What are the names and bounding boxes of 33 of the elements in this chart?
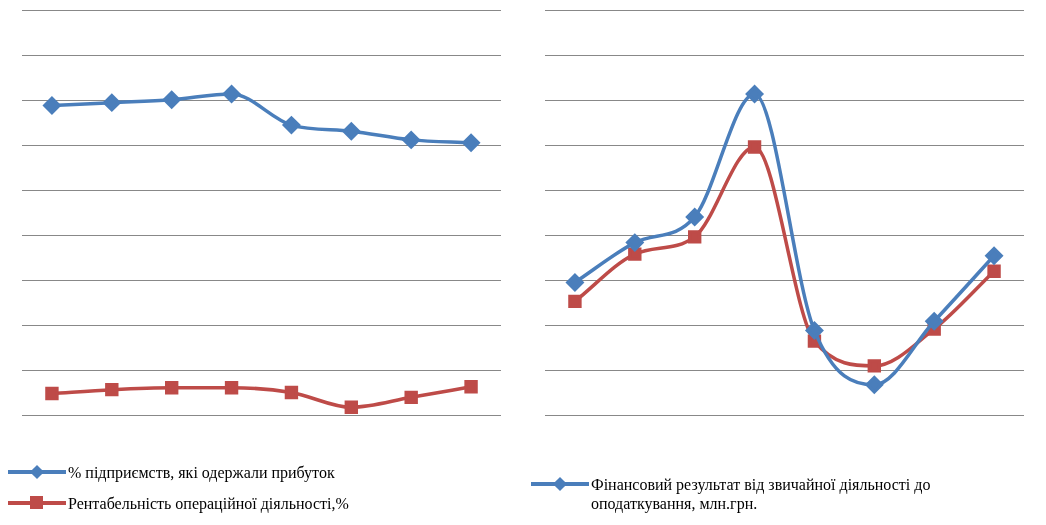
point xyxy=(282,116,301,134)
point xyxy=(747,140,762,154)
legend-label: Фінансовий результат від звичайної діяльності до оподаткування, млн.грн. xyxy=(591,476,932,513)
point xyxy=(745,85,764,103)
point xyxy=(344,400,359,414)
point xyxy=(103,93,121,112)
point xyxy=(985,247,1003,265)
point xyxy=(284,385,299,400)
point xyxy=(222,85,241,103)
point xyxy=(685,208,704,226)
point xyxy=(628,247,642,261)
point xyxy=(342,122,361,140)
point xyxy=(224,381,239,395)
point xyxy=(162,91,181,109)
point xyxy=(464,380,478,394)
point xyxy=(566,273,584,292)
point xyxy=(568,294,582,309)
point xyxy=(805,321,824,340)
point xyxy=(43,96,61,115)
point xyxy=(164,381,179,395)
point xyxy=(462,134,480,152)
point xyxy=(402,131,420,149)
point xyxy=(404,390,418,405)
legend-label: Рентабельність операційної діяльності,% xyxy=(68,494,349,513)
point xyxy=(925,312,943,331)
point xyxy=(687,230,702,244)
point xyxy=(987,264,1001,278)
point xyxy=(45,386,59,401)
point xyxy=(105,382,119,397)
point xyxy=(626,233,644,252)
legend-label: % підприємств, які одержали прибуток xyxy=(68,464,335,483)
point xyxy=(865,376,884,394)
point xyxy=(867,359,882,373)
